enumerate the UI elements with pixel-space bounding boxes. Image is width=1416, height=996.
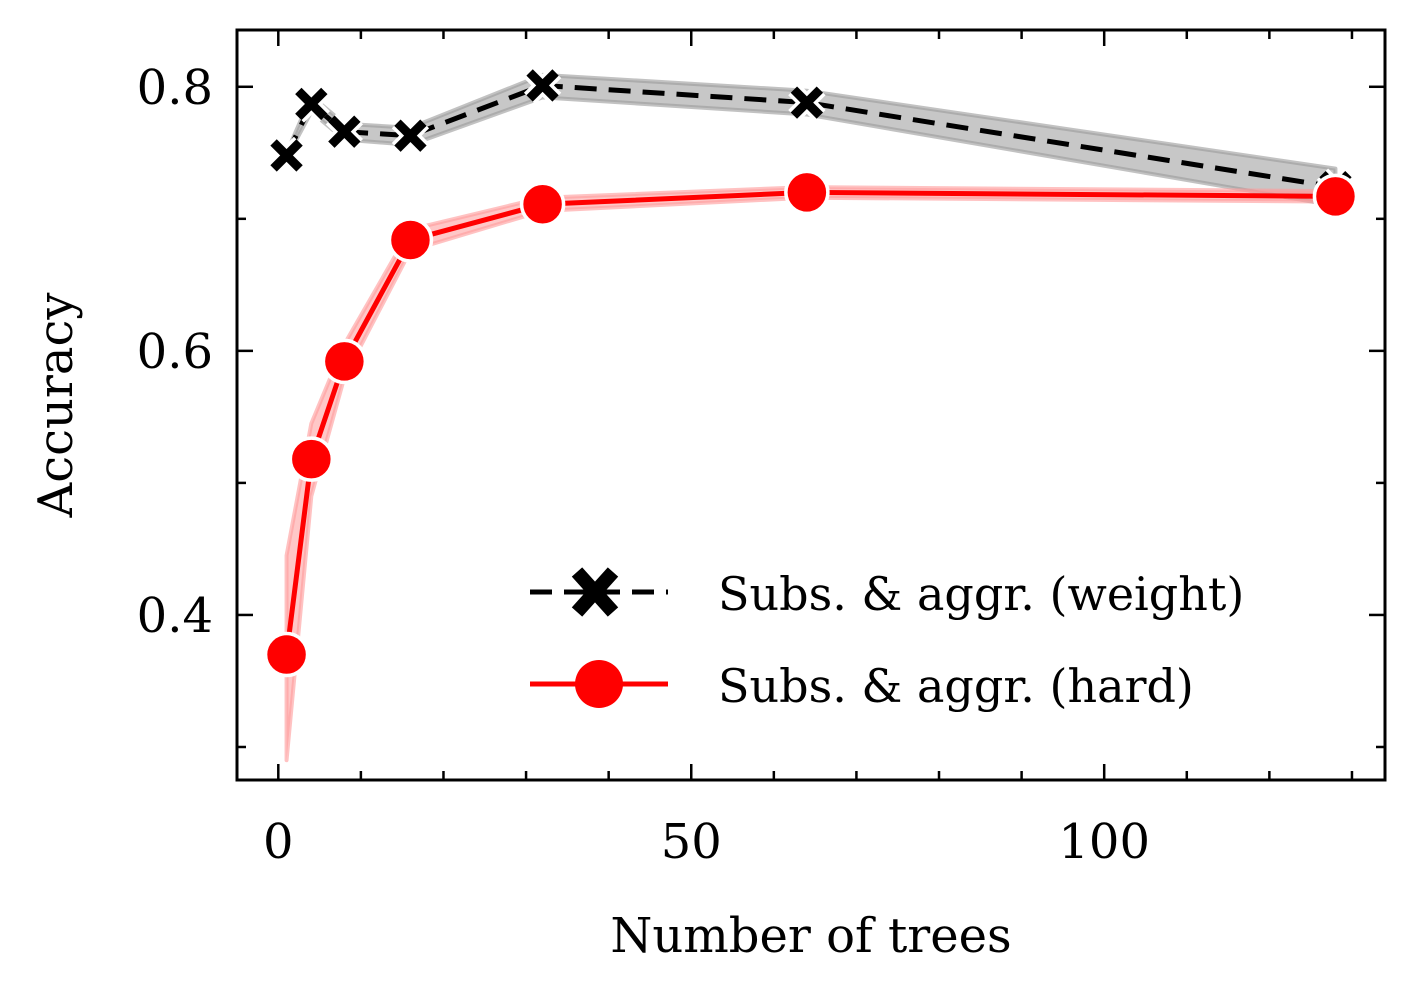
x-tick-label: 100 (1058, 814, 1150, 870)
legend-x-shape (571, 567, 619, 617)
data-point-x (267, 136, 306, 175)
tick-labels: 0 50 100 0.4 0.6 0.8 (137, 60, 1150, 870)
legend: Subs. & aggr. (weight) Subs. & aggr. (ha… (530, 567, 1244, 713)
legend-marker-weight (571, 567, 619, 617)
legend-label-weight: Subs. & aggr. (weight) (718, 567, 1244, 621)
y-tick-label: 0.8 (137, 60, 213, 116)
data-point-circle (784, 169, 830, 216)
legend-entry-weight: Subs. & aggr. (weight) (530, 567, 1244, 621)
data-point-x (325, 113, 364, 151)
y-tick-label: 0.6 (137, 324, 213, 380)
x-tick-label: 0 (263, 814, 294, 870)
legend-circle-shape (575, 660, 623, 708)
data-point-x (788, 83, 826, 122)
data-point-circle (263, 631, 310, 678)
data-point-circle (519, 181, 566, 228)
legend-entry-hard: Subs. & aggr. (hard) (530, 659, 1194, 713)
data-point-x (391, 116, 430, 155)
data-point-circle (387, 217, 434, 263)
x-tick-label: 50 (661, 814, 722, 870)
data-point-circle (288, 436, 335, 482)
x-axis-label: Number of trees (610, 908, 1011, 964)
data-point-x (292, 85, 330, 123)
series-markers (263, 66, 1359, 678)
data-point-circle (321, 338, 368, 385)
data-point-x (523, 66, 562, 105)
y-tick-label: 0.4 (137, 588, 213, 644)
y-axis-label: Accuracy (28, 293, 84, 519)
data-point-circle (1312, 173, 1359, 220)
plot-frame (235, 28, 1387, 782)
axis-ticks (237, 30, 1385, 780)
legend-marker-hard (575, 660, 623, 708)
legend-label-hard: Subs. & aggr. (hard) (718, 659, 1194, 713)
